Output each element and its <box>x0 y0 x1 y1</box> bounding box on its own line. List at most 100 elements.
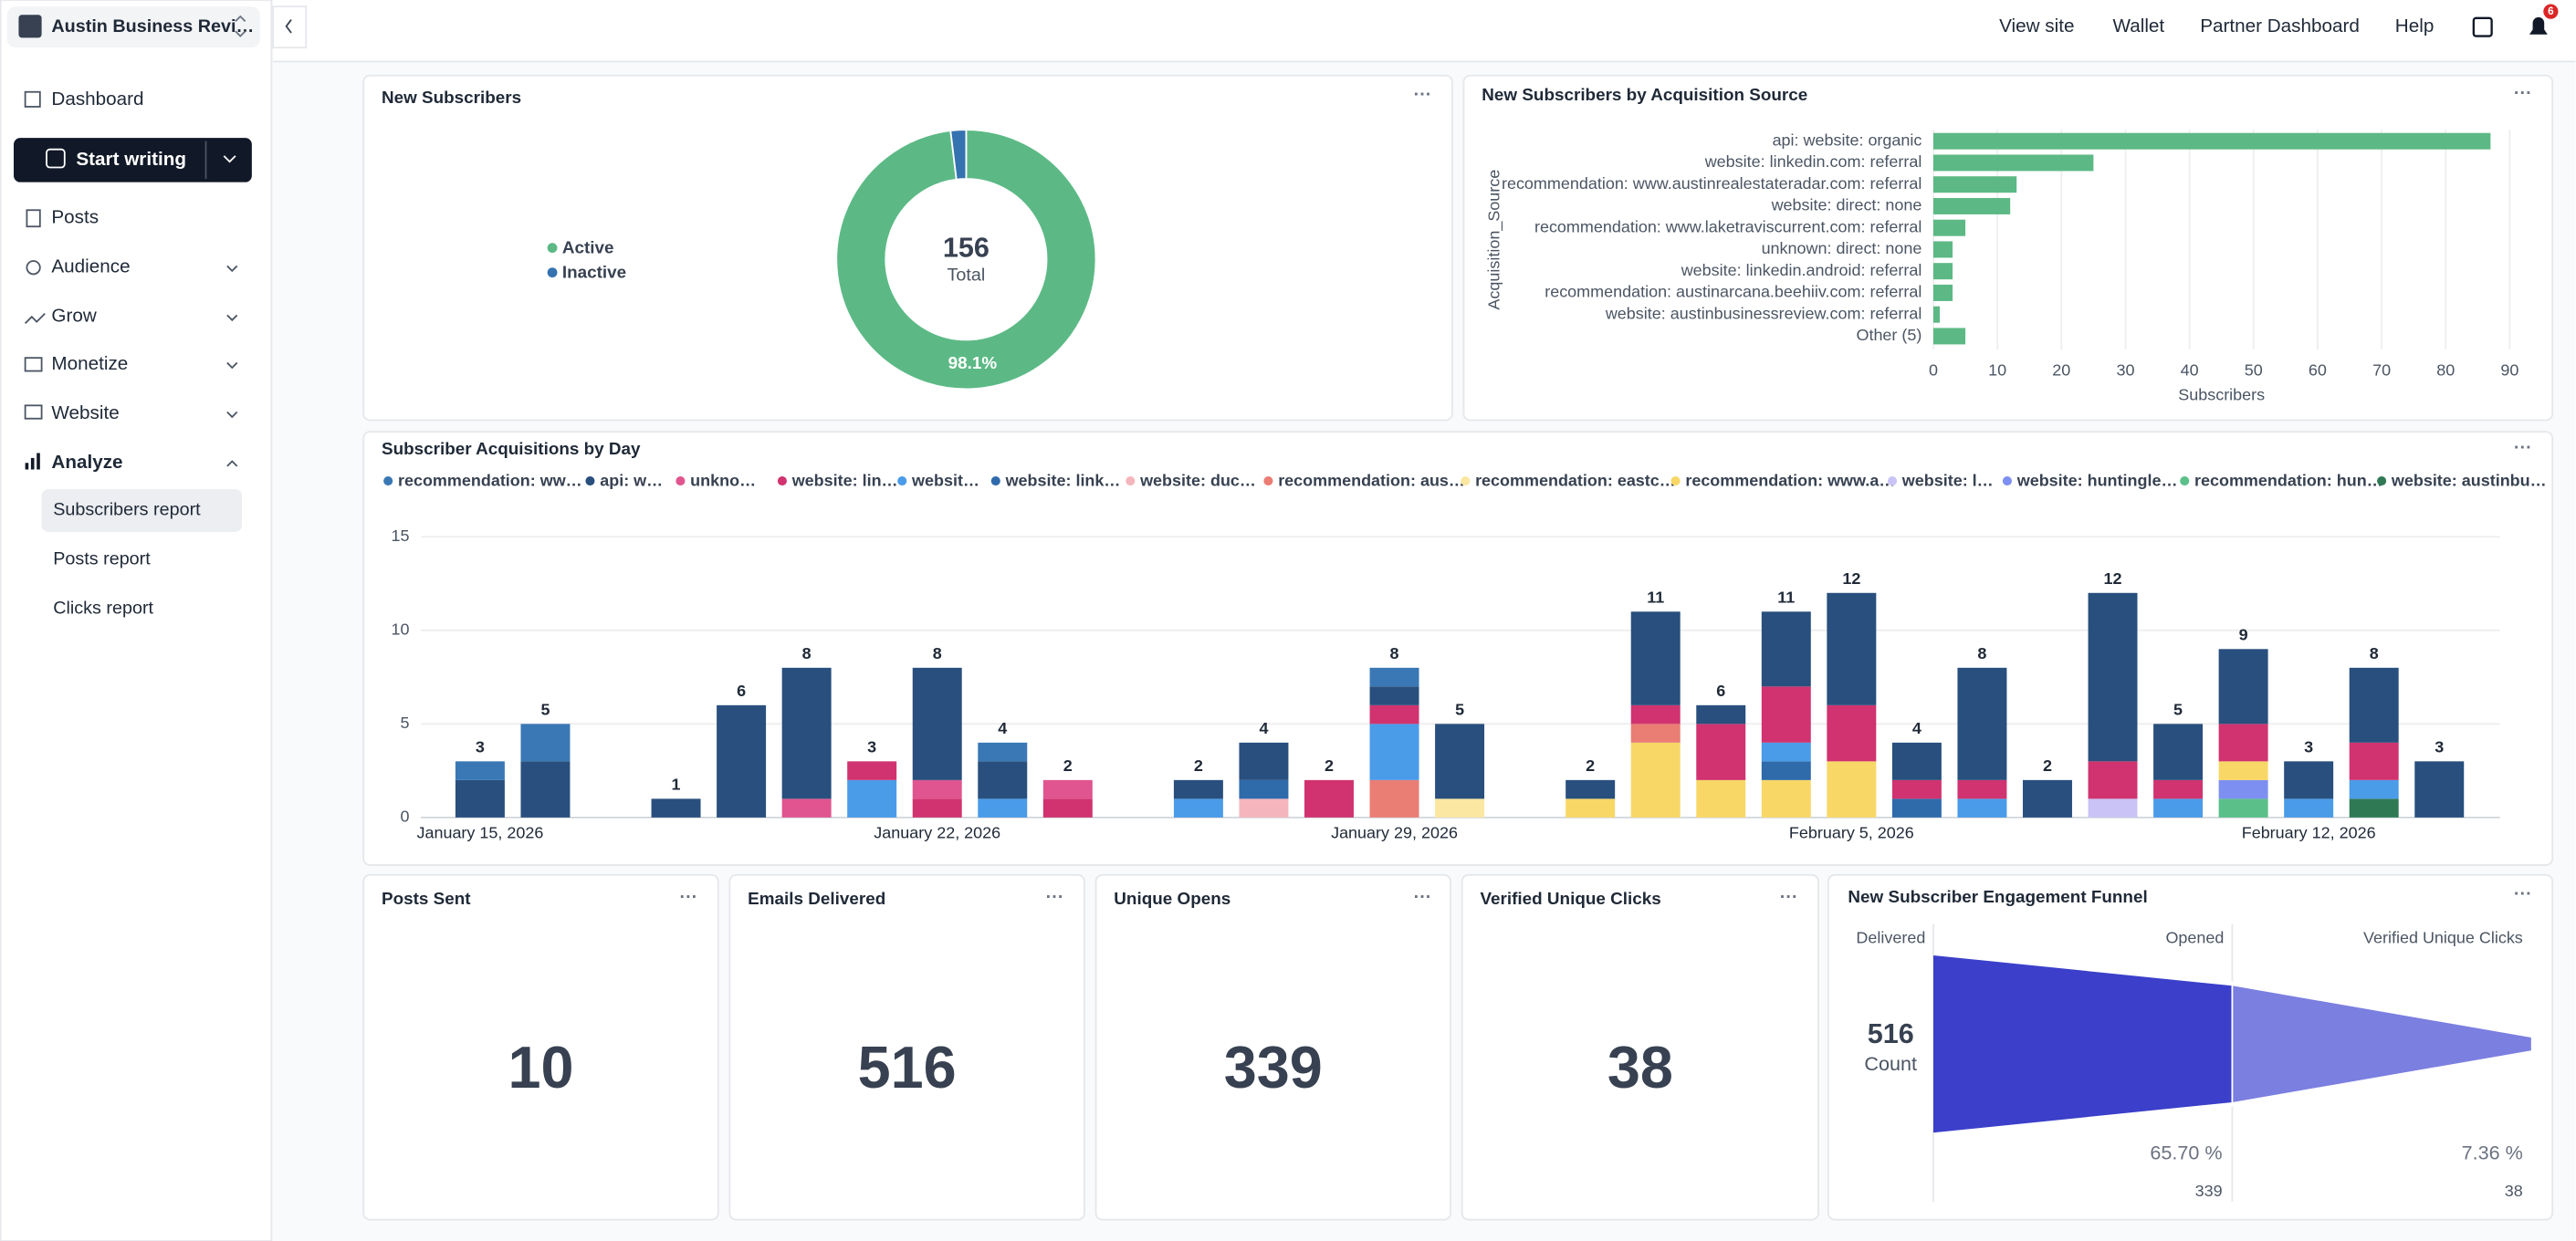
collapse-button[interactable] <box>272 5 308 49</box>
card <box>1462 74 2554 422</box>
nav-item[interactable]: Grow <box>51 306 96 327</box>
top-link[interactable]: Partner Dashboard <box>2200 16 2360 36</box>
legend-dot <box>383 476 393 486</box>
x-tick-label: 10 <box>1988 360 2006 379</box>
card-menus: ··· ··· ··· ··· ··· ··· ··· ··· <box>680 83 2532 907</box>
bar-segment <box>2218 798 2268 818</box>
menu[interactable]: ··· <box>1414 887 1432 907</box>
nav-item[interactable]: Audience <box>51 256 130 277</box>
nav-item[interactable]: Monetize <box>51 353 128 374</box>
bar-segment <box>2414 761 2465 818</box>
total-label: 12 <box>2104 569 2122 588</box>
total-label: 2 <box>1586 756 1595 775</box>
menu[interactable]: ··· <box>2514 437 2532 457</box>
total-label: 5 <box>2173 701 2183 719</box>
kpi-title: Verified Unique Clicks <box>1480 890 1660 909</box>
bar-segment <box>2349 798 2399 818</box>
bar-segment <box>2349 779 2399 799</box>
dropdown-icon[interactable] <box>223 155 236 163</box>
menu[interactable]: ··· <box>1046 887 1064 907</box>
bar-segment <box>1827 761 1877 818</box>
bar-segment <box>1239 779 1289 799</box>
menu[interactable]: ··· <box>1414 85 1432 105</box>
total-label: 3 <box>2304 738 2313 756</box>
x-tick-label: February 5, 2026 <box>1789 824 1914 842</box>
bell-icon[interactable] <box>2529 16 2548 35</box>
card <box>728 873 1085 1221</box>
bar-segment <box>2088 761 2138 799</box>
legend-label: website: huntingle… <box>2016 472 2178 490</box>
donut-total: 156 <box>943 233 990 264</box>
bar-segment <box>1369 724 1419 780</box>
bar-segment <box>520 724 571 762</box>
badge-count: 6 <box>2548 5 2554 17</box>
x-tick-label: 0 <box>1929 360 1938 379</box>
bar-segment <box>1565 798 1616 818</box>
kpi-value: 339 <box>1224 1034 1323 1100</box>
bar-segment <box>1761 742 1811 762</box>
funnel-segment <box>1932 954 2233 1133</box>
x-tick-label: 90 <box>2500 360 2518 379</box>
nav-item[interactable]: Posts <box>51 207 99 228</box>
legend-label: website: austinbu… <box>2391 472 2547 490</box>
y-tick-label: 10 <box>392 620 410 639</box>
total-label: 8 <box>933 644 942 662</box>
bar-segment <box>2349 742 2399 780</box>
top-link[interactable]: Help <box>2395 16 2435 36</box>
bar-segment <box>2218 724 2268 762</box>
bar <box>1932 132 2491 150</box>
nav-item[interactable]: Analyze <box>51 452 122 473</box>
start-writing-button[interactable] <box>14 138 252 182</box>
menu[interactable]: ··· <box>1780 887 1798 907</box>
x-tick-label: 60 <box>2309 360 2327 379</box>
bar <box>1932 176 2017 193</box>
bar-segment <box>2284 761 2334 799</box>
conversion-label: 65.70 % <box>2150 1141 2222 1163</box>
top-link[interactable]: Wallet <box>2113 16 2165 36</box>
icon <box>26 260 41 276</box>
bar-segment <box>1239 742 1289 780</box>
x-tick-label: 30 <box>2116 360 2134 379</box>
bar <box>1932 154 2094 172</box>
top-link[interactable]: View site <box>1999 16 2074 36</box>
legend-dot <box>897 476 907 486</box>
menu[interactable]: ··· <box>2514 884 2532 904</box>
nav-item[interactable]: Website <box>51 402 119 423</box>
brand-switcher[interactable] <box>6 6 260 48</box>
x-tick-label: January 29, 2026 <box>1331 824 1458 842</box>
bar-segment <box>1891 798 1942 818</box>
nav-subitem[interactable]: Clicks report <box>53 599 153 619</box>
legend-dot <box>2377 476 2387 486</box>
icon <box>24 404 43 420</box>
legend-dot <box>1887 476 1898 486</box>
total-label: 2 <box>1063 756 1073 775</box>
total-label: 5 <box>540 701 550 719</box>
kpi-value: 516 <box>858 1034 957 1100</box>
bar-segment <box>1696 724 1746 780</box>
nav-selected <box>41 489 243 532</box>
bar-segment <box>1630 742 1681 818</box>
bar-segment <box>2284 798 2334 818</box>
bar-segment <box>1761 686 1811 743</box>
bar-segment <box>978 761 1028 799</box>
total-label: 2 <box>2043 756 2052 775</box>
menu[interactable]: ··· <box>2514 83 2532 103</box>
nav-item[interactable]: Dashboard <box>51 89 143 110</box>
nav-subitem[interactable]: Posts report <box>53 549 151 569</box>
funnel-segment <box>2232 986 2531 1102</box>
bar-segment <box>1696 779 1746 818</box>
bar <box>1932 241 1953 258</box>
bar-segment <box>1761 779 1811 818</box>
total-label: 6 <box>1716 682 1725 700</box>
menu[interactable]: ··· <box>680 887 698 907</box>
chevrons <box>226 265 238 467</box>
calendar-icon[interactable] <box>2472 16 2493 37</box>
total-label: 12 <box>1842 569 1860 588</box>
nav-subitem[interactable]: Subscribers report <box>53 500 201 520</box>
total-label: 11 <box>1777 589 1795 607</box>
bar-segment <box>2022 779 2072 818</box>
legend-dot <box>675 476 686 486</box>
bar-segment <box>1435 798 1485 818</box>
